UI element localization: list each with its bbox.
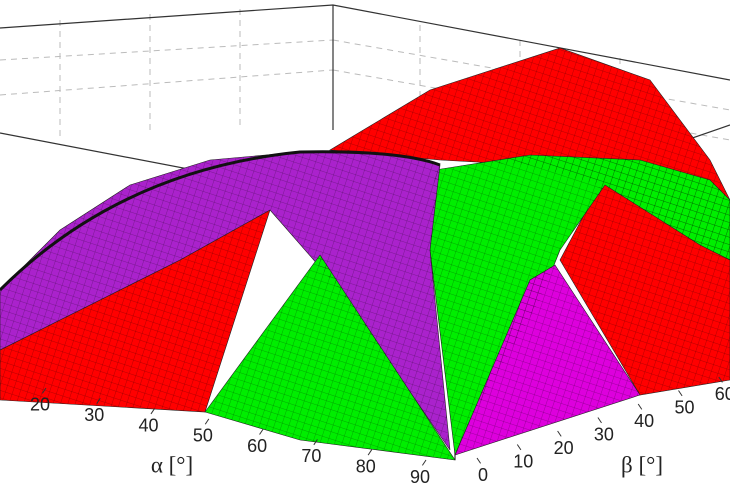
tick-mark: [96, 397, 101, 404]
tick-mark: [367, 449, 373, 456]
x-tick-label: 90: [410, 467, 430, 486]
tick-mark: [597, 417, 602, 424]
y-axis-label: β [°]: [621, 452, 663, 477]
x-tick-label: 40: [139, 415, 159, 435]
tick-mark: [557, 430, 562, 437]
tick-mark: [259, 428, 264, 435]
tick-mark: [516, 444, 522, 451]
y-tick-label: 40: [634, 411, 654, 431]
x-tick-label: 80: [356, 456, 376, 476]
tick-mark: [41, 387, 47, 394]
y-tick-label: 30: [594, 424, 614, 444]
tick-mark: [718, 376, 723, 383]
y-tick-label: 20: [554, 438, 574, 458]
tick-mark: [637, 403, 643, 410]
surface: [0, 47, 730, 461]
tick-mark: [204, 418, 210, 425]
y-tick-label: 10: [513, 451, 533, 471]
tick-mark: [476, 457, 482, 464]
y-tick-label: 60: [715, 384, 730, 404]
tick-mark: [150, 408, 155, 415]
y-tick-label: 0: [478, 465, 488, 485]
x-tick-label: 20: [30, 395, 50, 415]
x-axis-label: α [°]: [151, 452, 193, 477]
x-tick-label: 50: [193, 426, 213, 446]
tick-mark: [421, 459, 427, 466]
x-tick-label: 70: [301, 446, 321, 466]
tick-mark: [678, 390, 683, 397]
tick-mark: [313, 439, 318, 446]
x-tick-label: 60: [247, 436, 267, 456]
y-tick-label: 50: [674, 397, 694, 417]
x-tick-label: 30: [84, 405, 104, 425]
